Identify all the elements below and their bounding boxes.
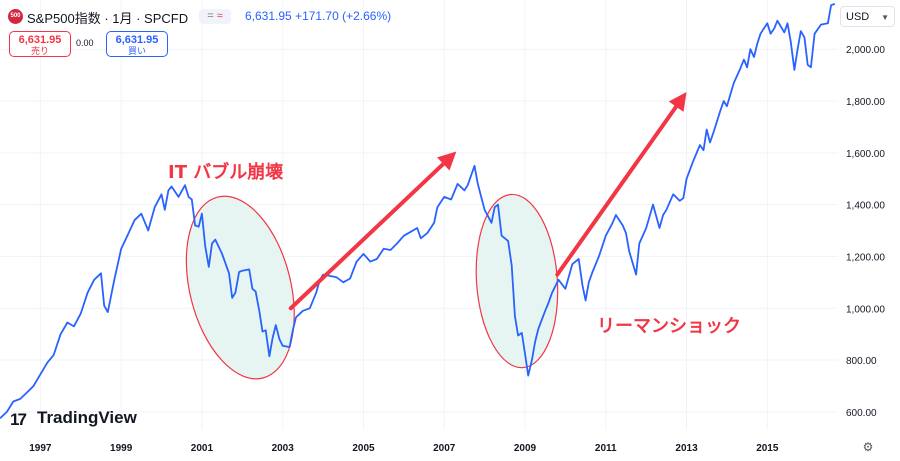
y-tick-label: 1,600.00 — [846, 149, 885, 160]
y-tick-label: 2,000.00 — [846, 45, 885, 56]
annotation-label: IT バブル崩壊 — [168, 161, 283, 183]
annotation-arrow-shaft — [288, 161, 446, 311]
annotation-arrow-head — [437, 151, 457, 171]
annotation-label: リーマンショック — [597, 316, 741, 337]
price-series-line — [0, 3, 836, 419]
x-tick-label: 1999 — [110, 443, 133, 454]
buy-button[interactable]: 6,631.95 買い — [106, 31, 168, 57]
price-change: +171.70 (+2.66%) — [295, 9, 392, 23]
buy-label: 買い — [127, 46, 146, 56]
annotation-ellipse — [185, 195, 295, 380]
x-tick-label: 2011 — [595, 443, 617, 454]
x-tick-label: 2003 — [272, 443, 295, 454]
data-type-badge[interactable]: = ≈ — [199, 9, 231, 24]
y-tick-label: 600.00 — [846, 408, 877, 419]
y-tick-label: 800.00 — [846, 356, 877, 367]
y-tick-label: 1,200.00 — [846, 252, 885, 263]
y-tick-label: 1,400.00 — [846, 201, 885, 212]
x-tick-label: 2013 — [675, 443, 698, 454]
price-readout: 6,631.95 +171.70 (+2.66%) — [245, 9, 391, 23]
annotation-ellipse — [475, 193, 559, 369]
x-tick-label: 1997 — [29, 443, 52, 454]
annotation-arrow-head — [668, 91, 687, 112]
x-tick-label: 2001 — [191, 443, 214, 454]
symbol-logo: 500 — [8, 9, 23, 24]
chart-header: 500 S&P500指数 · 1月 · SPCFD = ≈ 6,631.95 +… — [0, 0, 900, 30]
x-tick-label: 2015 — [756, 443, 779, 454]
chevron-down-icon: ▼ — [881, 13, 889, 22]
y-tick-label: 1,800.00 — [846, 97, 885, 108]
annotation-arrow-shaft — [555, 104, 679, 277]
symbol-title[interactable]: S&P500指数 · 1月 · SPCFD — [27, 11, 189, 26]
buy-price: 6,631.95 — [115, 34, 159, 46]
last-price: 6,631.95 — [245, 9, 292, 23]
x-tick-label: 2009 — [514, 443, 537, 454]
tradingview-mark-icon: 17 — [10, 410, 27, 429]
sell-button[interactable]: 6,631.95 売り — [9, 31, 71, 57]
tradingview-wordmark: TradingView — [37, 408, 137, 427]
gear-icon[interactable]: ⚙ — [862, 440, 874, 454]
y-tick-label: 1,000.00 — [846, 304, 885, 315]
sell-label: 売り — [30, 46, 49, 56]
currency-selector[interactable]: USD ▼ — [840, 6, 895, 27]
x-tick-label: 2007 — [433, 443, 456, 454]
sell-price: 6,631.95 — [18, 34, 62, 46]
approx-icon: ≈ — [216, 10, 223, 22]
spread-value: 0.00 — [76, 38, 94, 48]
currency-label: USD — [846, 11, 870, 23]
x-tick-label: 2005 — [352, 443, 375, 454]
equal-icon: = — [207, 10, 214, 22]
